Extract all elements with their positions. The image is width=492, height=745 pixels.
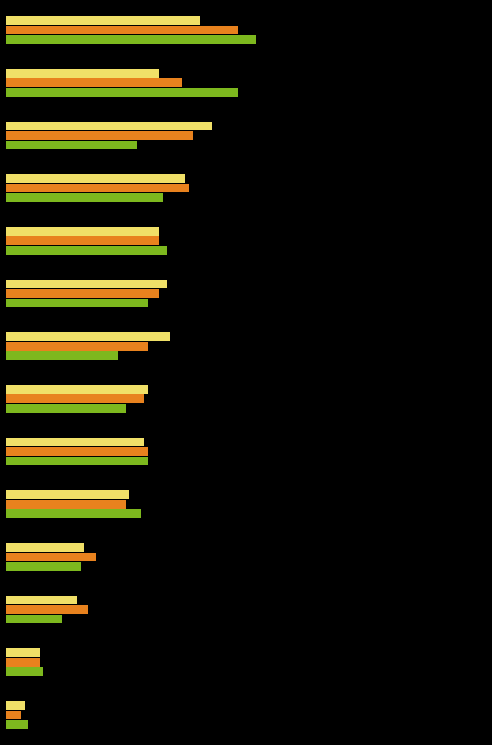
Bar <box>6 88 238 97</box>
Bar <box>6 648 39 657</box>
Bar <box>6 131 193 140</box>
Bar <box>6 605 88 614</box>
Bar <box>6 562 81 571</box>
Bar <box>6 78 182 87</box>
Bar <box>6 279 167 288</box>
Bar <box>6 342 148 350</box>
Bar <box>6 121 212 130</box>
Bar <box>6 174 185 183</box>
Bar <box>6 299 148 308</box>
Bar <box>6 500 125 509</box>
Bar <box>6 227 159 235</box>
Bar <box>6 26 238 34</box>
Bar <box>6 289 159 298</box>
Bar <box>6 395 144 403</box>
Bar <box>6 596 77 604</box>
Bar <box>6 510 141 518</box>
Bar <box>6 658 39 667</box>
Bar <box>6 720 29 729</box>
Bar <box>6 385 148 393</box>
Bar <box>6 193 163 202</box>
Bar <box>6 490 129 499</box>
Bar <box>6 711 21 719</box>
Bar <box>6 352 118 360</box>
Bar <box>6 553 95 561</box>
Bar <box>6 701 25 710</box>
Bar <box>6 447 148 456</box>
Bar <box>6 332 170 341</box>
Bar <box>6 236 159 245</box>
Bar <box>6 141 137 149</box>
Bar <box>6 184 189 192</box>
Bar <box>6 246 167 255</box>
Bar <box>6 668 43 676</box>
Bar <box>6 437 144 446</box>
Bar <box>6 35 256 44</box>
Bar <box>6 69 159 77</box>
Bar <box>6 404 125 413</box>
Bar <box>6 615 62 624</box>
Bar <box>6 457 148 466</box>
Bar <box>6 543 85 552</box>
Bar <box>6 16 200 25</box>
